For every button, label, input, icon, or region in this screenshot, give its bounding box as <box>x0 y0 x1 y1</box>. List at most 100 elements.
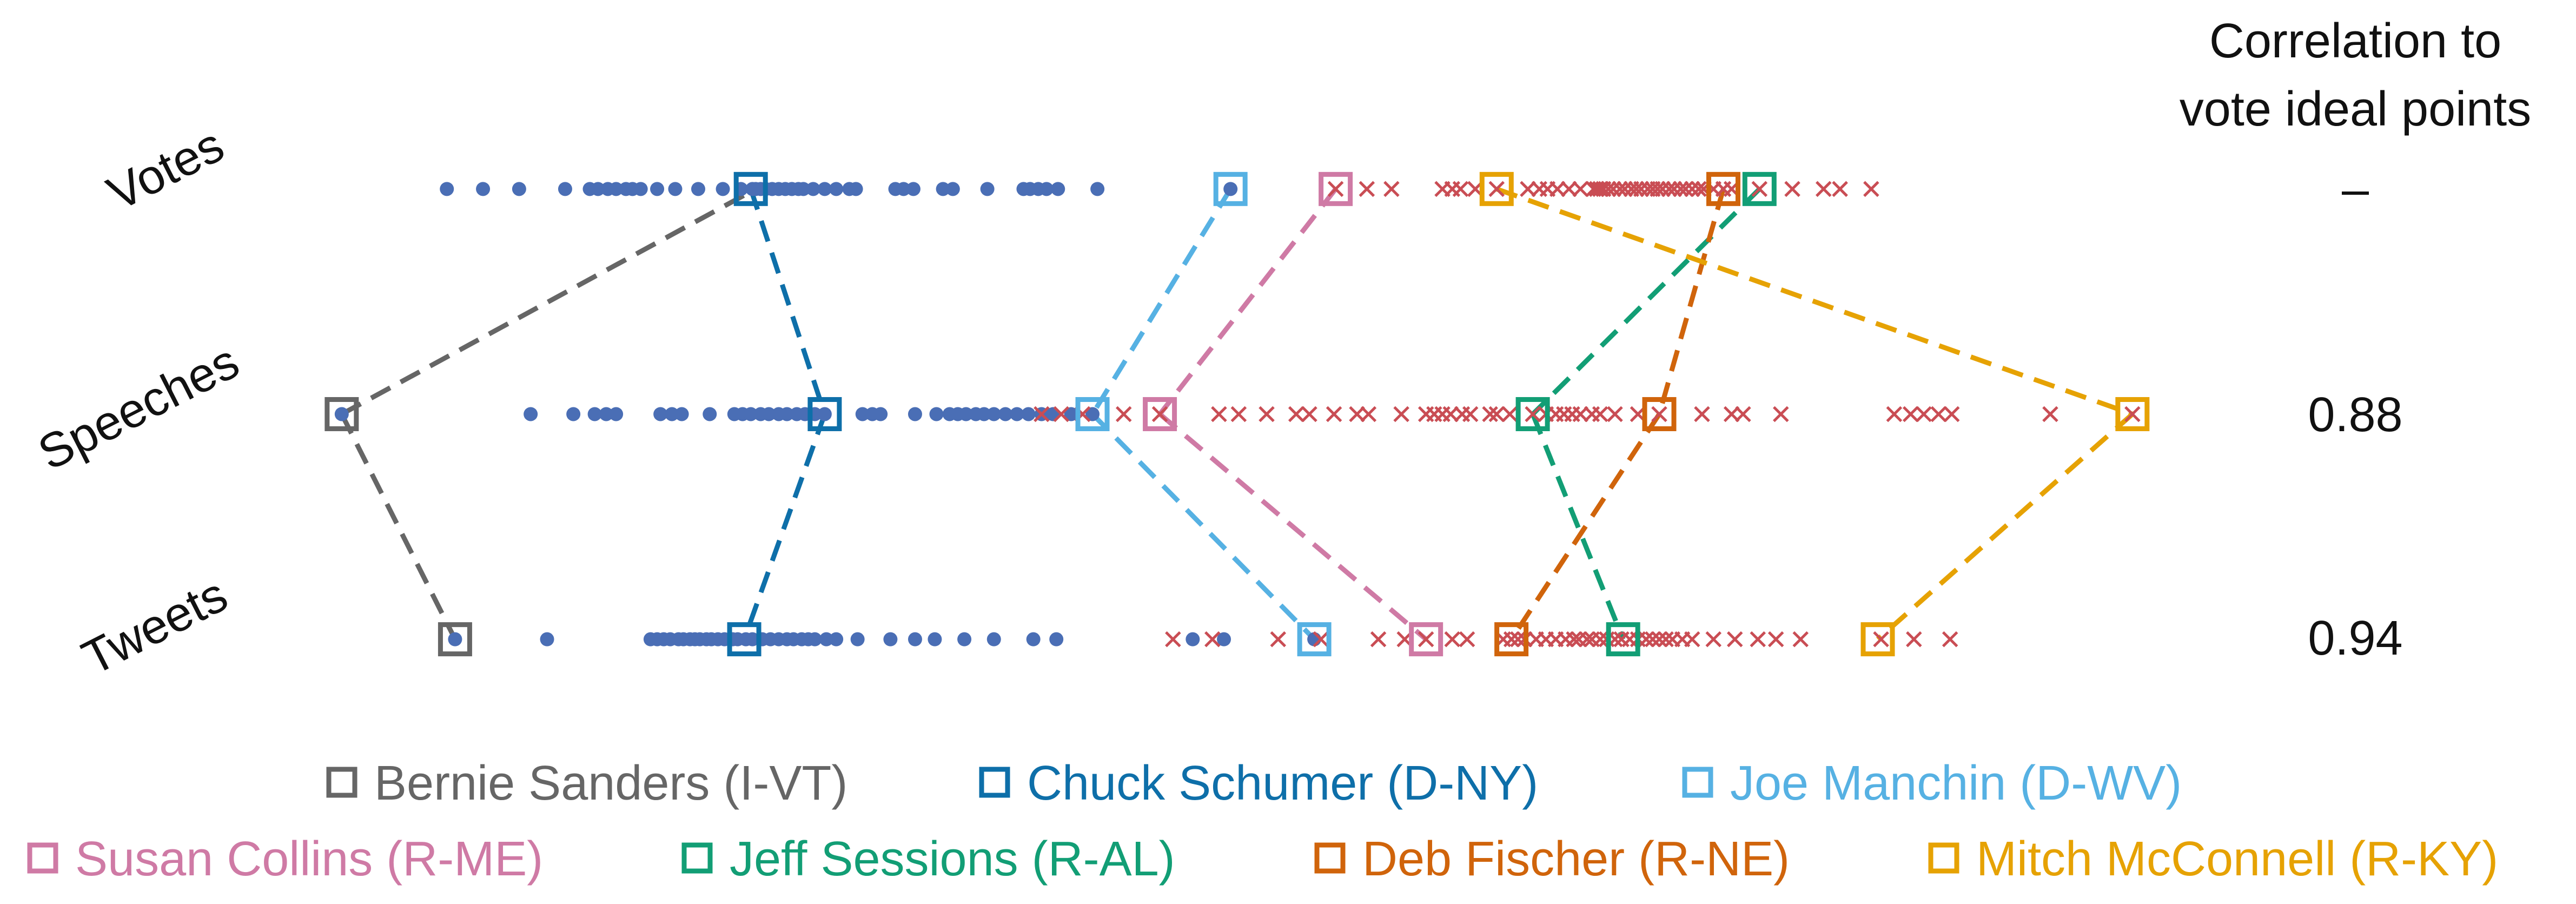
marker-joe-manchin-d-wv-votes <box>1213 171 1248 206</box>
legend-swatch-deb-fischer-r-ne <box>1314 842 1346 874</box>
dem-point-speeches-1 <box>524 407 538 421</box>
dem-point-speeches-31 <box>986 407 1001 421</box>
rep-point-tweets-34 <box>1705 631 1722 648</box>
dem-point-speeches-20 <box>817 407 832 421</box>
marker-jeff-sessions-r-al-speeches <box>1515 397 1550 431</box>
correlation-header-line-1: Correlation to <box>2209 14 2501 68</box>
rep-point-tweets-29 <box>1651 631 1667 648</box>
marker-deb-fischer-r-ne-votes <box>1706 171 1740 206</box>
dem-point-votes-13 <box>691 182 705 196</box>
correlation-tweets: 0.94 <box>2308 611 2402 665</box>
dem-point-speeches-5 <box>609 407 624 421</box>
legend-swatch-joe-manchin-d-wv <box>1682 767 1713 798</box>
link-mitch-mcconnell-r-ky-speeches-tweets <box>1876 412 2134 642</box>
dem-point-votes-32 <box>896 182 911 196</box>
legend-label-chuck-schumer-d-ny: Chuck Schumer (D-NY) <box>1027 756 1538 810</box>
rep-point-tweets-21 <box>1592 631 1608 648</box>
rep-point-tweets-17 <box>1566 631 1582 648</box>
dem-point-votes-43 <box>1223 182 1238 196</box>
rep-point-speeches-44 <box>2124 406 2141 423</box>
dem-point-votes-5 <box>591 182 605 196</box>
rep-point-votes-15 <box>1588 181 1605 197</box>
marker-chuck-schumer-d-ny-speeches <box>807 397 842 431</box>
dem-point-tweets-31 <box>908 632 922 646</box>
dem-point-tweets-34 <box>986 632 1001 646</box>
marker-bernie-sanders-i-vt-tweets <box>438 622 472 657</box>
dem-point-tweets-30 <box>883 632 898 646</box>
dem-point-speeches-33 <box>1010 407 1024 421</box>
marker-chuck-schumer-d-ny-tweets <box>727 622 761 657</box>
rep-point-speeches-34 <box>1694 406 1710 423</box>
marker-mitch-mcconnell-r-ky-tweets <box>1860 622 1895 657</box>
row-label-speeches: Speeches <box>30 334 247 481</box>
legend-swatch-bernie-sanders-i-vt <box>326 767 357 798</box>
dem-point-votes-30 <box>849 182 863 196</box>
rep-point-tweets-4 <box>1370 631 1387 648</box>
dem-point-votes-40 <box>1039 182 1054 196</box>
rep-point-votes-24 <box>1633 181 1650 197</box>
rep-point-tweets-6 <box>1418 631 1434 648</box>
rep-point-tweets-36 <box>1750 631 1766 648</box>
rep-point-speeches-43 <box>2042 406 2058 423</box>
link-deb-fischer-r-ne-speeches-tweets <box>1509 413 1661 641</box>
dem-point-votes-33 <box>906 182 921 196</box>
rep-point-tweets-2 <box>1270 631 1287 648</box>
dem-point-speeches-7 <box>665 407 679 421</box>
rep-point-votes-34 <box>1691 181 1707 197</box>
rep-point-speeches-28 <box>1572 406 1588 423</box>
marker-mitch-mcconnell-r-ky-speeches <box>2115 397 2150 431</box>
rep-point-speeches-36 <box>1735 406 1751 423</box>
link-joe-manchin-d-wv-speeches-tweets <box>1090 412 1316 641</box>
legend-label-joe-manchin-d-wv: Joe Manchin (D-WV) <box>1730 756 2182 810</box>
dem-point-votes-11 <box>650 182 665 196</box>
dem-point-votes-35 <box>945 182 960 196</box>
correlation-speeches: 0.88 <box>2308 388 2402 442</box>
dem-point-votes-12 <box>668 182 683 196</box>
dem-point-votes-3 <box>558 182 572 196</box>
rep-point-tweets-10 <box>1503 631 1520 648</box>
rep-point-tweets-3 <box>1313 631 1329 648</box>
rep-point-votes-42 <box>1832 181 1848 197</box>
dem-point-speeches-12 <box>744 407 758 421</box>
rep-point-tweets-38 <box>1792 631 1809 648</box>
rep-point-tweets-28 <box>1645 631 1661 648</box>
dem-point-speeches-37 <box>1064 407 1078 421</box>
dem-point-speeches-25 <box>929 407 944 421</box>
link-joe-manchin-d-wv-votes-speeches <box>1090 187 1233 415</box>
rep-point-tweets-35 <box>1726 631 1743 648</box>
dem-point-tweets-26 <box>807 632 822 646</box>
dem-point-votes-0 <box>440 182 454 196</box>
dem-point-votes-27 <box>817 182 832 196</box>
dem-point-votes-34 <box>936 182 950 196</box>
legend-swatch-jeff-sessions-r-al <box>681 842 713 874</box>
marker-susan-collins-r-me-speeches <box>1143 397 1177 431</box>
rep-point-votes-7 <box>1488 181 1505 197</box>
rep-point-votes-0 <box>1327 181 1344 197</box>
dem-point-votes-36 <box>980 182 995 196</box>
dem-point-speeches-8 <box>674 407 689 421</box>
rep-point-speeches-11 <box>1349 406 1365 423</box>
rep-point-speeches-42 <box>1943 406 1960 423</box>
dem-point-speeches-38 <box>1085 407 1100 421</box>
rep-point-speeches-10 <box>1326 406 1342 423</box>
correlation-votes: – <box>2342 162 2369 216</box>
rep-point-votes-5 <box>1452 181 1469 197</box>
rep-point-votes-30 <box>1666 181 1683 197</box>
rep-point-votes-33 <box>1684 181 1700 197</box>
rep-point-tweets-11 <box>1510 631 1526 648</box>
dem-point-speeches-16 <box>780 407 794 421</box>
rep-point-speeches-17 <box>1442 406 1459 423</box>
legend: Bernie Sanders (I-VT) Chuck Schumer (D-NY… <box>27 756 2498 886</box>
link-jeff-sessions-r-al-votes-speeches <box>1531 187 1762 416</box>
dem-point-votes-14 <box>716 182 730 196</box>
dem-point-speeches-9 <box>703 407 717 421</box>
legend-label-susan-collins-r-me: Susan Collins (R-ME) <box>75 832 543 886</box>
rep-point-tweets-1 <box>1204 631 1221 648</box>
rep-point-speeches-23 <box>1525 406 1541 423</box>
row-labels: Votes Speeches Tweets <box>30 118 247 686</box>
rep-point-votes-29 <box>1661 181 1677 197</box>
dem-point-votes-42 <box>1090 182 1105 196</box>
link-mitch-mcconnell-r-ky-votes-speeches <box>1495 187 2134 417</box>
dem-point-tweets-27 <box>819 632 833 646</box>
